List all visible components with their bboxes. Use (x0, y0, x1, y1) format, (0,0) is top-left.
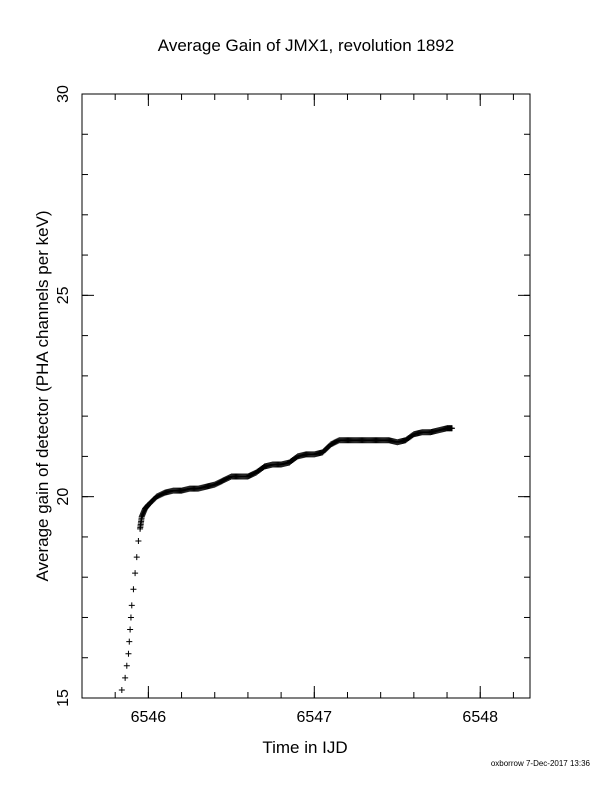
x-tick-label: 6548 (462, 709, 498, 726)
x-tick-label: 6546 (131, 709, 167, 726)
data-point (449, 425, 456, 432)
data-point (123, 662, 130, 669)
y-tick-label: 25 (55, 286, 72, 304)
x-axis-label: Time in IJD (262, 738, 348, 757)
y-tick-label: 20 (55, 488, 72, 506)
footer-stamp: oxborrow 7-Dec-2017 13:36 (490, 759, 590, 768)
data-point (125, 650, 132, 657)
x-tick-label: 6547 (296, 709, 332, 726)
data-point (130, 586, 137, 593)
y-tick-label: 15 (55, 689, 72, 707)
plot-frame (81, 93, 531, 699)
axis-ticks (81, 93, 530, 699)
data-point (132, 570, 139, 577)
data-point (126, 638, 133, 645)
tick-labels: 6546 6547 6548 15 20 25 30 (55, 85, 498, 726)
chart-title: Average Gain of JMX1, revolution 1892 (157, 36, 455, 55)
data-point (118, 686, 125, 693)
data-point (127, 614, 134, 621)
data-point (122, 674, 129, 681)
data-point (127, 626, 134, 633)
y-axis-label-text: Average gain of detector (PHA channels p… (33, 210, 52, 582)
data-point (133, 554, 140, 561)
data-point (135, 537, 142, 544)
y-tick-label: 30 (55, 85, 72, 103)
data-point (128, 602, 135, 609)
data-points (118, 425, 456, 693)
